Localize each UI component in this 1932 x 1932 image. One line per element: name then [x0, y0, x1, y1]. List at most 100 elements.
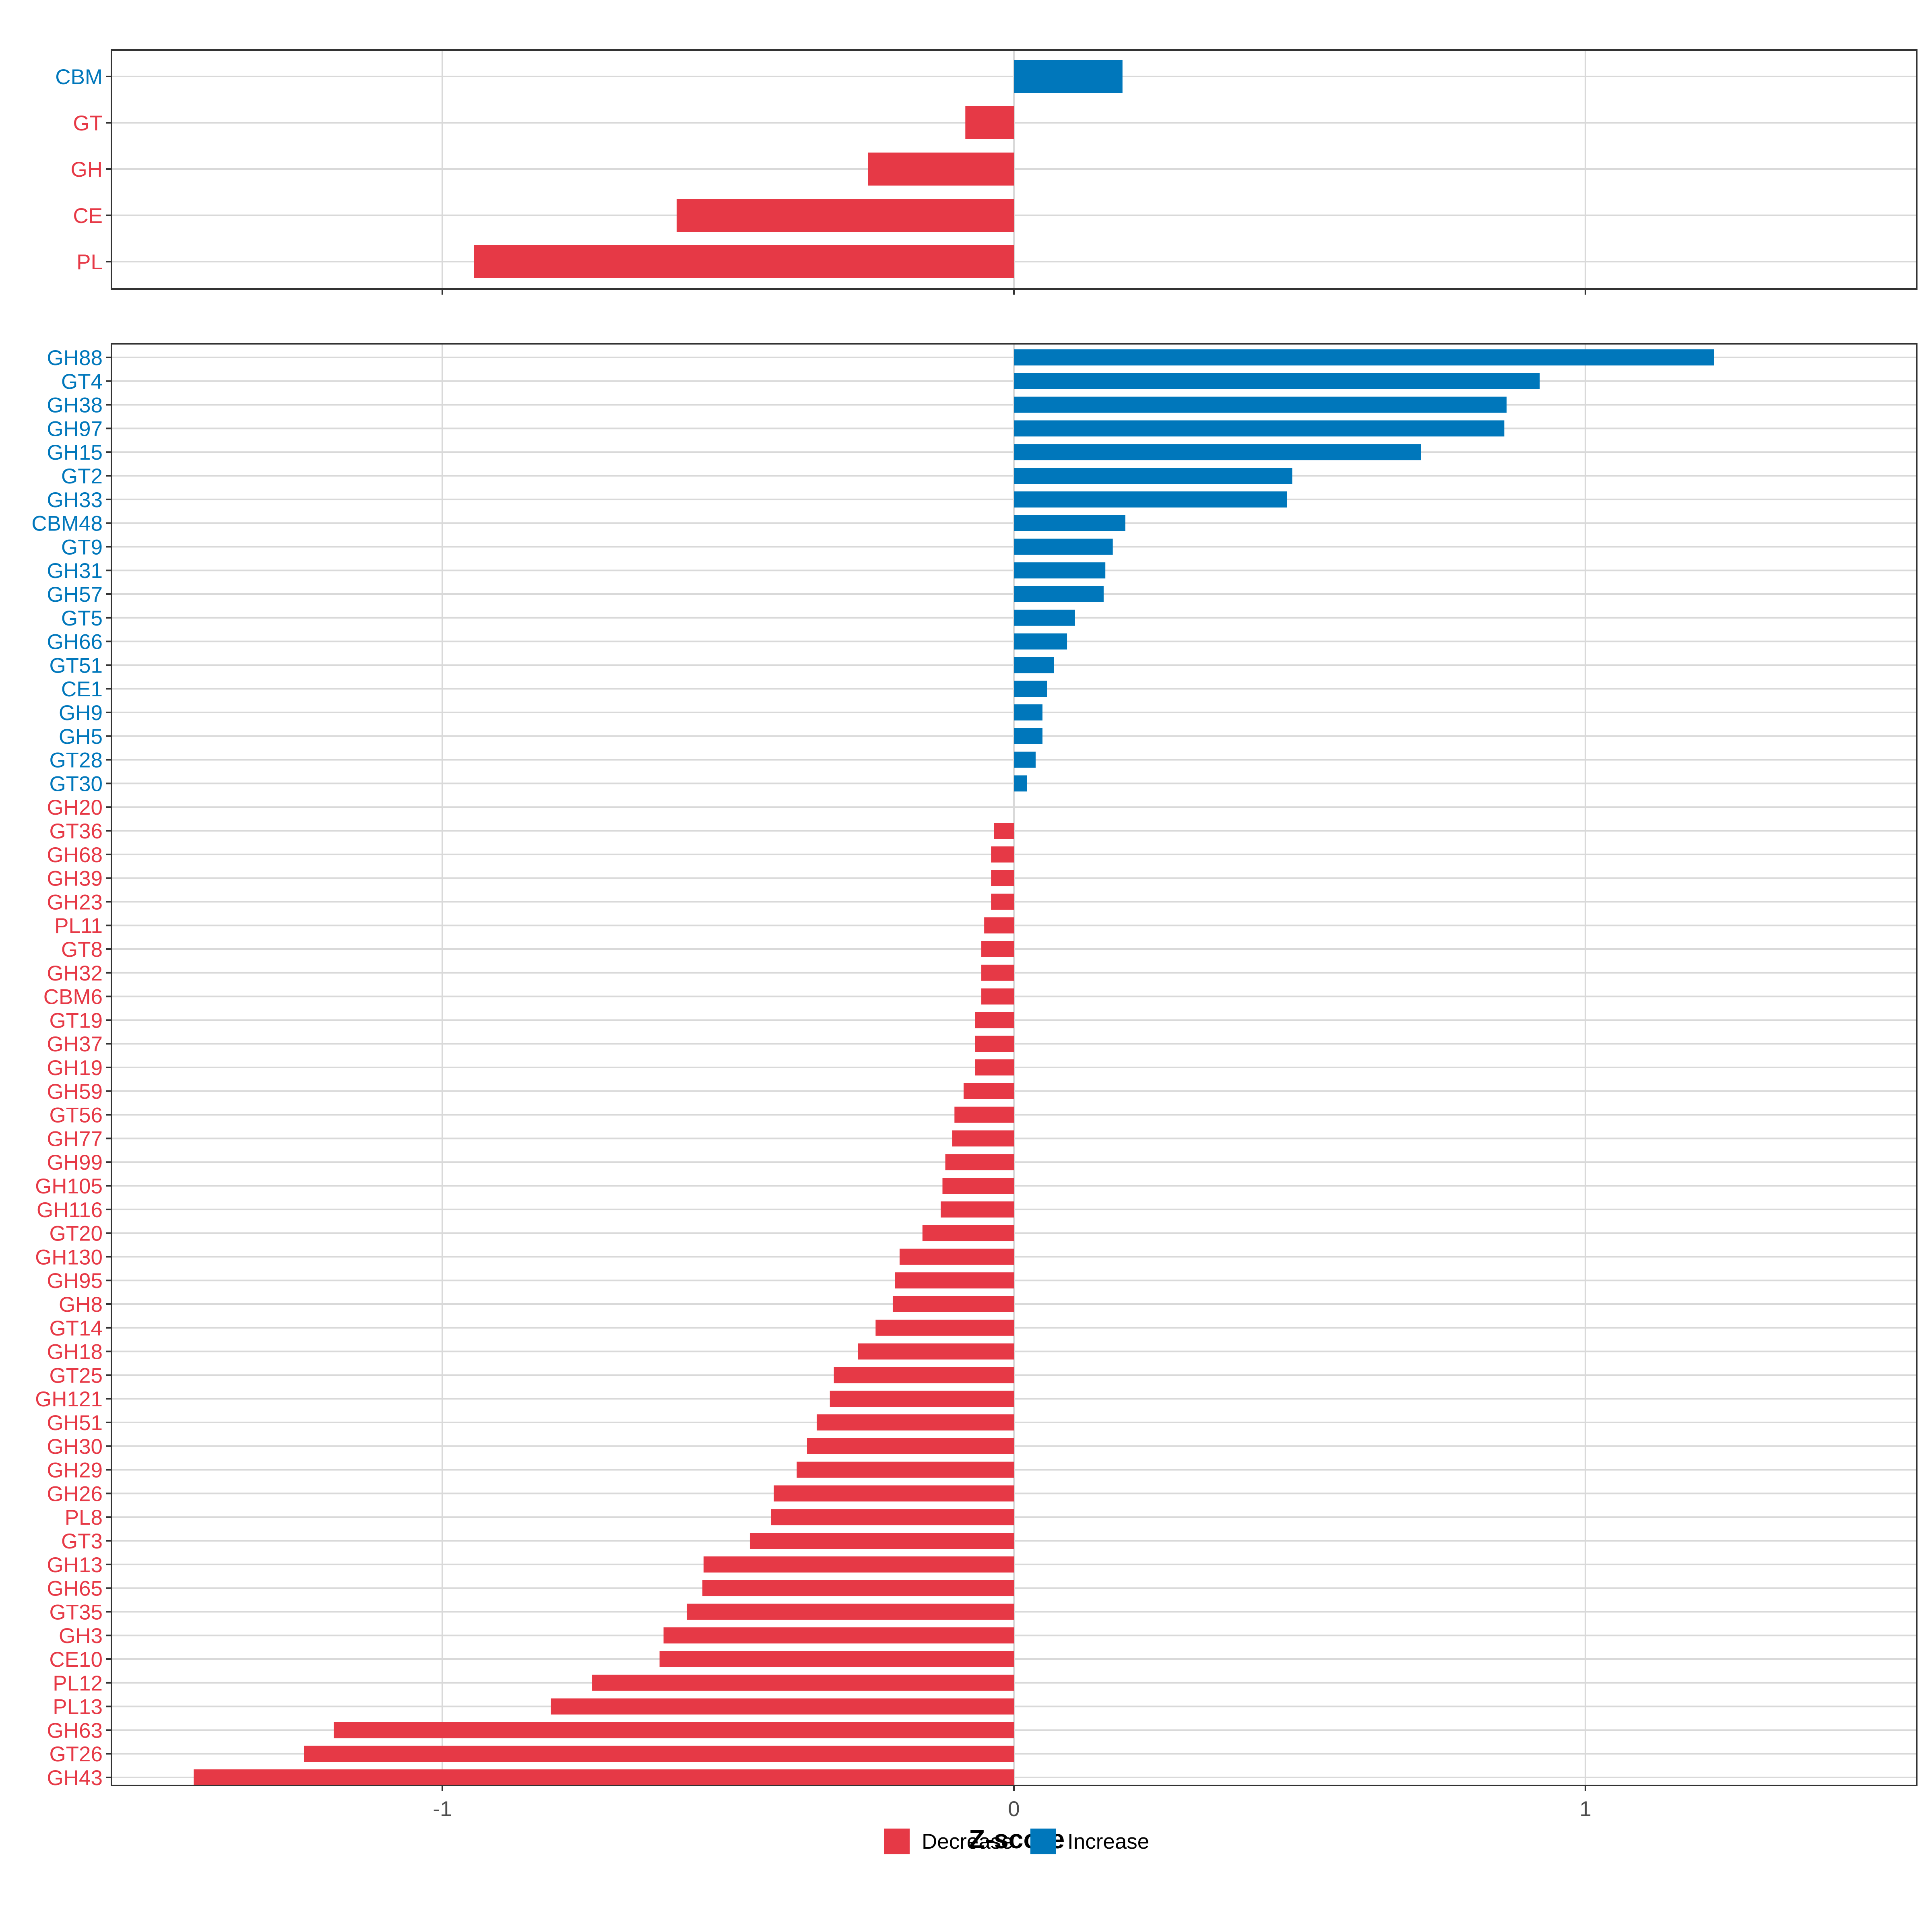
bottom-bar-gh8: [892, 1296, 1014, 1312]
bottom-bar-gh116: [941, 1201, 1014, 1218]
top-bar-cbm: [1014, 60, 1123, 93]
bottom-bar-gh5: [1014, 728, 1042, 744]
bottom-bar-pl8: [771, 1509, 1014, 1525]
top-ylabel-gh: GH: [71, 158, 103, 182]
bottom-bar-gt20: [922, 1225, 1014, 1241]
bottom-ylabel-gt3: GT3: [61, 1530, 103, 1553]
bottom-ylabel-gt14: GT14: [49, 1317, 103, 1340]
bottom-ylabel-gt8: GT8: [61, 938, 103, 962]
bottom-ylabel-cbm48: CBM48: [31, 512, 103, 536]
top-ylabel-pl: PL: [76, 250, 103, 274]
bottom-ylabel-gt2: GT2: [61, 464, 103, 488]
bottom-bar-gh29: [797, 1461, 1014, 1478]
bottom-ylabel-gh105: GH105: [35, 1174, 103, 1198]
bottom-ylabel-gh19: GH19: [47, 1056, 103, 1080]
bottom-ylabel-gh5: GH5: [59, 725, 103, 749]
bottom-bar-gh18: [858, 1343, 1014, 1360]
bottom-bar-gt30: [1014, 775, 1027, 792]
bottom-bar-gh13: [703, 1556, 1014, 1573]
bottom-ylabel-gh38: GH38: [47, 394, 103, 417]
bottom-ylabel-gh88: GH88: [47, 346, 103, 370]
bottom-bar-gh97: [1014, 420, 1505, 437]
bottom-ylabel-gh9: GH9: [59, 701, 103, 725]
bottom-bar-gh23: [991, 894, 1014, 910]
legend-swatch-increase: [1030, 1829, 1056, 1854]
bottom-bar-gh59: [964, 1083, 1014, 1099]
legend-label-decrease: Decrease: [922, 1830, 1013, 1854]
bottom-ylabel-gh59: GH59: [47, 1080, 103, 1104]
top-bar-gh: [868, 153, 1014, 186]
bottom-ylabel-pl13: PL13: [53, 1695, 103, 1719]
bottom-ylabel-gh99: GH99: [47, 1151, 103, 1174]
top-bar-gt: [965, 106, 1014, 139]
bottom-bar-gt51: [1014, 657, 1054, 673]
bottom-ylabel-gt36: GT36: [49, 819, 103, 843]
bottom-bar-gh68: [991, 846, 1014, 863]
bottom-bar-gh63: [334, 1722, 1014, 1738]
bottom-ylabel-gh39: GH39: [47, 867, 103, 891]
bottom-bar-gh99: [945, 1154, 1014, 1170]
bottom-ylabel-gh8: GH8: [59, 1293, 103, 1317]
bottom-bar-gt4: [1014, 373, 1540, 389]
bottom-bar-gh30: [807, 1438, 1014, 1454]
x-axis: -1 0 1: [433, 1797, 1591, 1821]
top-ylabel-ce: CE: [73, 204, 103, 228]
bottom-bar-gh38: [1014, 396, 1507, 413]
bottom-ylabel-gh31: GH31: [47, 559, 103, 583]
bottom-ylabel-pl11: PL11: [54, 914, 103, 938]
bottom-bar-gh130: [900, 1249, 1014, 1265]
bottom-ylabel-gt26: GT26: [49, 1742, 103, 1766]
bottom-bar-ce10: [659, 1651, 1014, 1667]
bottom-ylabel-gh43: GH43: [47, 1766, 103, 1790]
bottom-bar-cbm6: [981, 988, 1014, 1005]
bottom-bar-gh105: [942, 1178, 1014, 1194]
x-tick-label: 0: [1008, 1797, 1020, 1821]
bottom-ylabel-gh63: GH63: [47, 1719, 103, 1742]
bottom-bar-gt35: [687, 1604, 1014, 1620]
bottom-bar-gh65: [702, 1580, 1014, 1596]
bottom-bar-gt26: [304, 1746, 1014, 1762]
bottom-ylabel-gh13: GH13: [47, 1553, 103, 1577]
bottom-bar-pl12: [592, 1674, 1014, 1691]
bottom-bar-gt3: [749, 1533, 1014, 1549]
bottom-bar-gh95: [895, 1272, 1014, 1289]
bottom-ylabel-gt51: GT51: [49, 654, 103, 677]
bottom-ylabel-gh29: GH29: [47, 1459, 103, 1482]
legend: Decrease Increase: [884, 1829, 1149, 1854]
bottom-bar-gh9: [1014, 704, 1042, 720]
top-bar-pl: [474, 245, 1014, 278]
bottom-ylabel-gh3: GH3: [59, 1624, 103, 1648]
bottom-bar-gh39: [991, 870, 1014, 886]
bottom-bar-gh57: [1014, 586, 1104, 602]
bottom-ylabel-gh23: GH23: [47, 890, 103, 914]
bottom-bar-gh43: [194, 1769, 1014, 1785]
bottom-ylabel-gh32: GH32: [47, 962, 103, 985]
bottom-bar-cbm48: [1014, 515, 1125, 531]
bottom-ylabel-gh65: GH65: [47, 1577, 103, 1601]
x-tick-label: 1: [1579, 1797, 1591, 1821]
bottom-ylabel-gt30: GT30: [49, 772, 103, 796]
bottom-ylabel-gh130: GH130: [35, 1245, 103, 1269]
bottom-bar-gt19: [975, 1012, 1014, 1028]
bottom-ylabel-pl8: PL8: [65, 1506, 103, 1530]
bottom-ylabel-gh51: GH51: [47, 1411, 103, 1435]
bottom-bar-gt5: [1014, 609, 1075, 626]
bottom-bar-gh66: [1014, 633, 1067, 650]
bottom-bar-gt28: [1014, 751, 1036, 768]
bottom-bar-gh37: [975, 1036, 1014, 1052]
top-bar-ce: [677, 199, 1014, 232]
bottom-bar-gh19: [975, 1059, 1014, 1075]
bottom-ylabel-gh20: GH20: [47, 796, 103, 819]
bottom-ylabel-gh30: GH30: [47, 1435, 103, 1459]
bottom-bar-pl13: [551, 1698, 1014, 1715]
top-ylabel-cbm: CBM: [55, 65, 103, 89]
bottom-ylabel-gh15: GH15: [47, 441, 103, 464]
bottom-ylabel-gt5: GT5: [61, 607, 103, 630]
bottom-bar-gh15: [1014, 444, 1421, 460]
bottom-bar-gt2: [1014, 468, 1292, 484]
bottom-bar-gh31: [1014, 562, 1106, 579]
legend-label-increase: Increase: [1067, 1830, 1149, 1854]
bottom-ylabel-gh18: GH18: [47, 1340, 103, 1364]
bottom-bar-gt14: [875, 1319, 1014, 1336]
